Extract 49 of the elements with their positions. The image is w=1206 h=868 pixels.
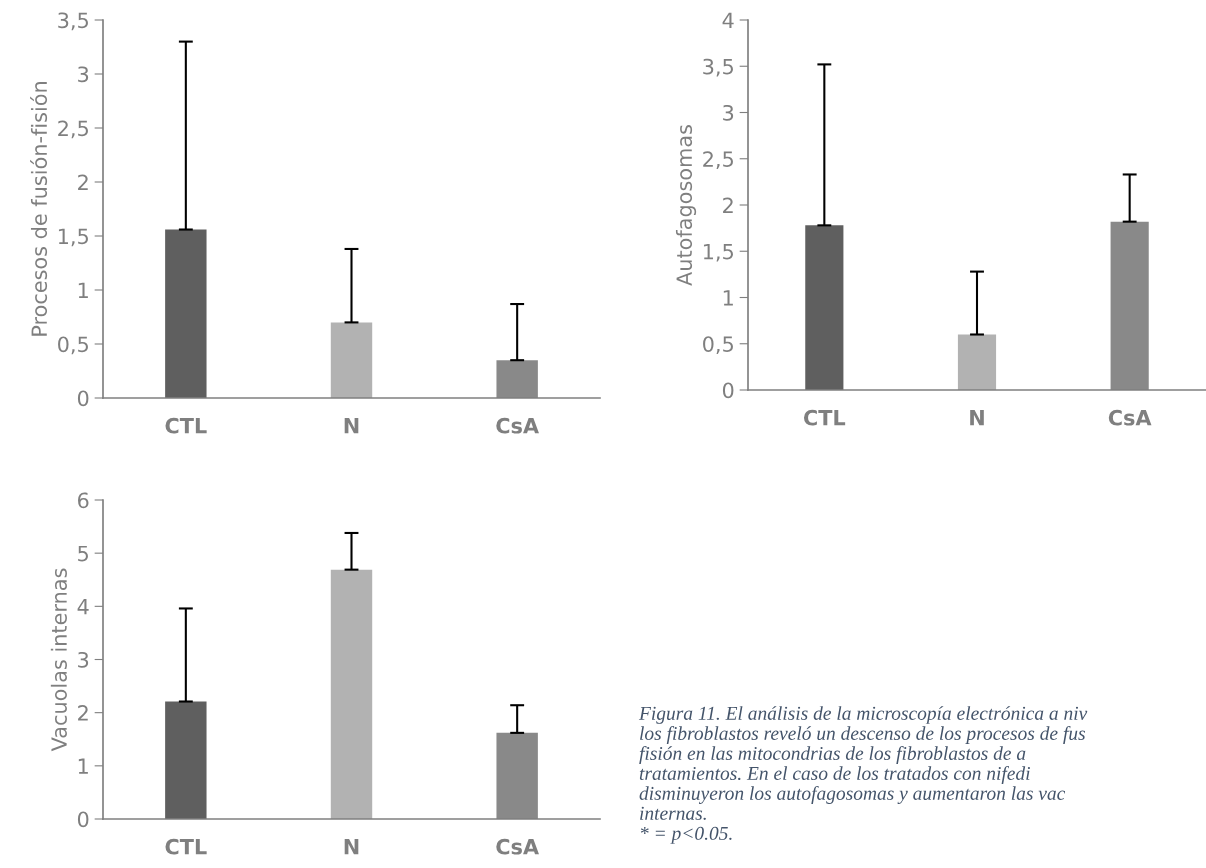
y-tick-label: 2,5 — [58, 120, 88, 139]
y-axis-title: Vacuolas internas — [50, 568, 67, 752]
y-tick-label: 4 — [722, 12, 734, 28]
x-tick-label: N — [344, 418, 359, 434]
y-tick-label: 1,5 — [58, 228, 88, 247]
y-tick-label: 2 — [78, 705, 88, 721]
text: Figura 11. El análisis de la microscopía electrónica a niv — [638, 706, 1088, 724]
bar — [165, 229, 207, 398]
x-tick-label: CsA — [496, 838, 539, 855]
text: internas. — [640, 806, 706, 820]
y-tick-label: 5 — [78, 545, 88, 562]
bar — [330, 322, 373, 398]
text: tratamientos. En el caso de los tratados con nifedi — [639, 766, 1030, 784]
bar — [805, 225, 844, 390]
y-tick-label: 0 — [77, 811, 89, 828]
x-tick-label: CTL — [165, 417, 207, 434]
y-tick-label: 3 — [78, 66, 89, 83]
y-axis-title: Autofagosomas — [675, 125, 697, 286]
y-tick-label: 2 — [78, 174, 88, 190]
y-tick-label: 3,5 — [703, 58, 733, 77]
text: fisión en las mitocondrias de los fibroblastos de a — [639, 746, 1026, 764]
text: * = p<0.05. — [640, 826, 732, 844]
x-tick-label: CTL — [165, 838, 207, 855]
y-tick-label: 1 — [78, 282, 88, 298]
x-tick-label: N — [344, 839, 359, 855]
y-tick-label: 0 — [77, 390, 89, 407]
y-tick-label: 4 — [77, 599, 89, 615]
y-tick-label: 2 — [723, 197, 733, 213]
x-tick-label: CsA — [1108, 409, 1152, 426]
x-tick-label: N — [970, 410, 984, 426]
x-tick-label: CTL — [803, 409, 846, 426]
y-tick-label: 3 — [723, 104, 734, 121]
bar — [165, 701, 207, 819]
y-tick-label: 1 — [723, 290, 733, 306]
x-tick-label: CsA — [496, 417, 539, 434]
y-tick-label: 6 — [78, 492, 89, 509]
y-tick-label: 2,5 — [703, 151, 733, 170]
y-tick-label: 0 — [722, 382, 734, 399]
y-tick-label: 1 — [78, 758, 88, 774]
y-axis-title: Procesos de fusión-fisión — [30, 82, 48, 336]
y-tick-label: 0,5 — [58, 336, 88, 355]
y-tick-label: 3 — [78, 651, 89, 668]
y-tick-label: 0,5 — [703, 336, 733, 355]
y-tick-label: 3,5 — [58, 12, 88, 31]
bar — [957, 334, 997, 390]
y-tick-label: 1,5 — [703, 243, 733, 262]
text: los fibroblastos reveló un descenso de los procesos de fus — [640, 726, 1086, 744]
text: disminuyeron los autofagosomas y aumentaron las vac — [639, 786, 1066, 804]
bar — [330, 569, 373, 819]
